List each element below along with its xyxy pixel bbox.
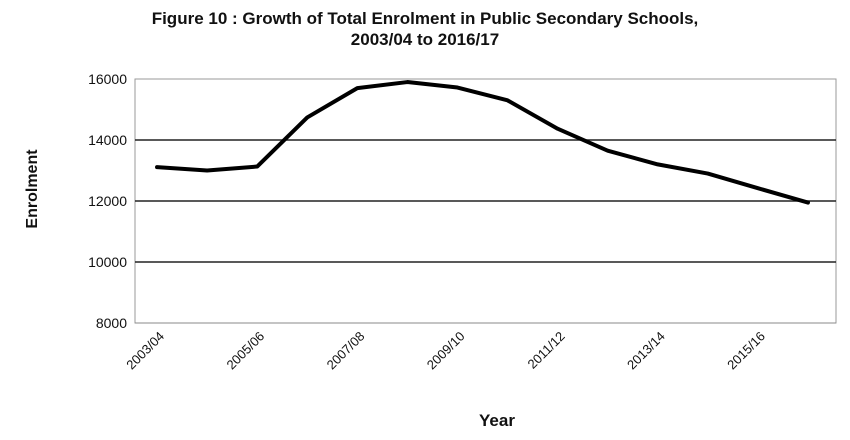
- chart-title: Figure 10 : Growth of Total Enrolment in…: [0, 8, 850, 50]
- x-tick-label: 2015/16: [724, 329, 768, 373]
- x-tick-label: 2009/10: [424, 329, 468, 373]
- y-tick-label: 16000: [88, 71, 127, 87]
- y-tick-label: 8000: [96, 315, 127, 331]
- x-tick-label: 2003/04: [123, 329, 167, 373]
- y-tick-label: 12000: [88, 193, 127, 209]
- y-tick-label: 10000: [88, 254, 127, 270]
- x-tick-label: 2005/06: [223, 329, 267, 373]
- title-line-1: Figure 10 : Growth of Total Enrolment in…: [151, 9, 699, 28]
- y-tick-label: 14000: [88, 132, 127, 148]
- y-axis-label: Enrolment: [24, 149, 41, 229]
- x-tick-label: 2007/08: [324, 329, 368, 373]
- series-line-enrolment: [155, 80, 810, 205]
- x-tick-label: 2013/14: [624, 329, 668, 373]
- x-tick-label: 2011/12: [525, 329, 568, 372]
- x-axis-label: Year: [479, 411, 515, 430]
- title-line-2: 2003/04 to 2016/17: [350, 30, 500, 49]
